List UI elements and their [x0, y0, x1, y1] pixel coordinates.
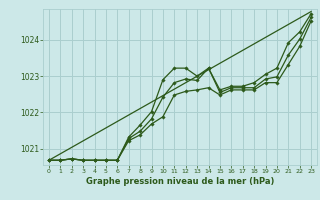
X-axis label: Graphe pression niveau de la mer (hPa): Graphe pression niveau de la mer (hPa)	[86, 177, 274, 186]
